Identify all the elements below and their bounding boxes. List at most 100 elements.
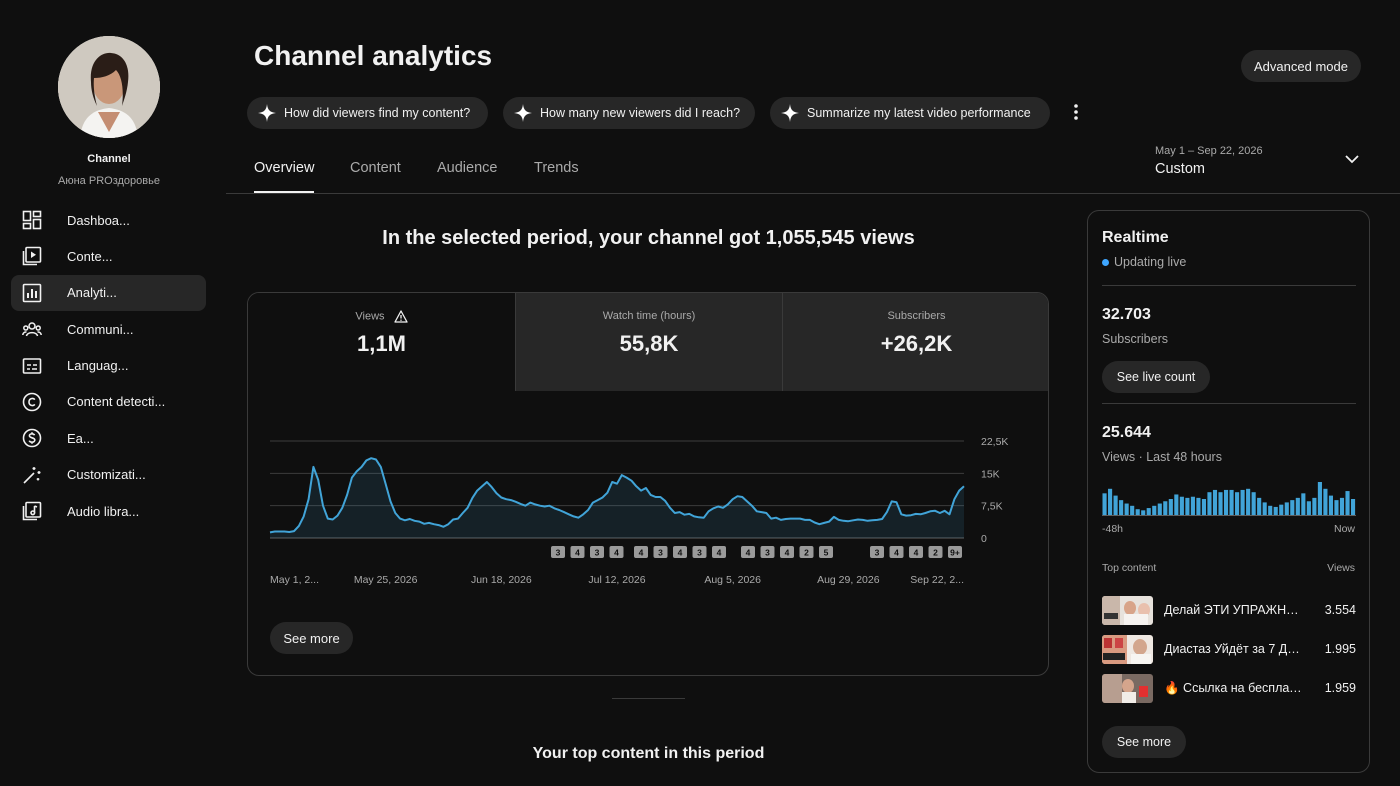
upload-marker[interactable] [634, 546, 648, 558]
realtime-bar[interactable] [1235, 492, 1240, 516]
upload-marker[interactable] [590, 546, 604, 558]
upload-marker[interactable] [780, 546, 794, 558]
upload-marker[interactable] [948, 546, 962, 558]
realtime-bar[interactable] [1196, 497, 1201, 516]
realtime-bar[interactable] [1273, 506, 1278, 516]
sidebar-item-community[interactable]: Communi... [11, 311, 206, 347]
channel-avatar[interactable] [58, 36, 160, 138]
realtime-bar[interactable] [1306, 501, 1311, 516]
realtime-bar[interactable] [1179, 496, 1184, 516]
top-content-views: 3.554 [1324, 603, 1356, 617]
sidebar-item-customization[interactable]: Customizati... [11, 457, 206, 493]
live-dot-icon [1102, 258, 1109, 266]
realtime-bar[interactable] [1168, 499, 1173, 516]
realtime-bar[interactable] [1223, 489, 1229, 516]
prompt-chip-summarize[interactable]: Summarize my latest video performance [770, 97, 1050, 129]
sidebar-item-audio-library[interactable]: Audio libra... [11, 493, 206, 529]
realtime-bar[interactable] [1135, 509, 1140, 516]
realtime-bar[interactable] [1218, 492, 1223, 516]
realtime-bar[interactable] [1108, 488, 1113, 516]
date-range-selector[interactable]: May 1 – Sep 22, 2026 Custom [1155, 145, 1365, 185]
realtime-bar[interactable] [1279, 504, 1284, 516]
realtime-bar[interactable] [1124, 503, 1129, 516]
metric-value: 1,1M [357, 331, 406, 356]
top-content-row[interactable]: 🔥 Ссылка на бесплатный 1.959 [1102, 674, 1356, 704]
realtime-bar[interactable] [1290, 500, 1295, 516]
realtime-bar[interactable] [1257, 497, 1262, 516]
upload-marker[interactable] [570, 546, 585, 558]
realtime-bar[interactable] [1207, 492, 1212, 516]
realtime-bar[interactable] [1157, 503, 1162, 516]
realtime-bar[interactable] [1212, 489, 1218, 516]
realtime-bar[interactable] [1284, 502, 1289, 516]
see-live-count-button[interactable]: See live count [1102, 361, 1210, 393]
upload-marker[interactable] [870, 546, 884, 558]
realtime-bar[interactable] [1317, 482, 1322, 516]
realtime-bar[interactable] [1174, 494, 1179, 516]
upload-marker[interactable] [799, 546, 814, 558]
realtime-bar[interactable] [1185, 497, 1190, 516]
realtime-bar[interactable] [1312, 497, 1317, 516]
realtime-bar[interactable] [1268, 505, 1273, 516]
realtime-bar[interactable] [1229, 489, 1234, 516]
tab-overview[interactable]: Overview [254, 160, 315, 176]
tab-trends[interactable]: Trends [534, 160, 579, 176]
metric-subscribers[interactable]: Subscribers +26,2K [782, 293, 1048, 391]
realtime-bar[interactable] [1262, 502, 1267, 516]
realtime-bar[interactable] [1251, 492, 1256, 516]
upload-marker[interactable] [551, 546, 565, 558]
sidebar-item-content[interactable]: Conte... [11, 238, 206, 274]
realtime-bar[interactable] [1334, 500, 1339, 516]
upload-marker[interactable] [909, 546, 923, 558]
sidebar-item-dashboard[interactable]: Dashboa... [11, 202, 206, 238]
upload-marker[interactable] [653, 546, 668, 558]
realtime-bar[interactable] [1102, 493, 1107, 516]
realtime-see-more-button[interactable]: See more [1102, 726, 1186, 758]
prompt-chip-new-viewers[interactable]: How many new viewers did I reach? [503, 97, 755, 129]
prompt-chip-find-content[interactable]: How did viewers find my content? [247, 97, 488, 129]
metric-watch-time[interactable]: Watch time (hours) 55,8K [515, 293, 782, 391]
metric-views[interactable]: Views 1,1M [248, 293, 515, 391]
upload-marker[interactable] [889, 546, 904, 558]
realtime-bar[interactable] [1301, 493, 1306, 516]
upload-marker[interactable] [928, 546, 943, 558]
realtime-divider [1102, 403, 1356, 404]
sidebar-item-content-detection[interactable]: Content detecti... [11, 384, 206, 420]
realtime-bar[interactable] [1339, 497, 1345, 516]
upload-marker[interactable] [819, 546, 833, 558]
upload-marker[interactable] [673, 546, 687, 558]
realtime-bar[interactable] [1163, 501, 1168, 516]
upload-marker[interactable] [609, 546, 624, 558]
upload-marker[interactable] [692, 546, 707, 558]
realtime-bar[interactable] [1246, 488, 1251, 516]
tab-content[interactable]: Content [350, 160, 401, 176]
realtime-bar[interactable] [1350, 499, 1356, 516]
realtime-bar[interactable] [1240, 489, 1245, 516]
top-content-row[interactable]: Диастаз Уйдёт за 7 Дней 1.995 [1102, 635, 1356, 665]
upload-marker[interactable] [741, 546, 755, 558]
tab-audience[interactable]: Audience [437, 160, 498, 176]
sidebar-item-languages[interactable]: Languag... [11, 348, 206, 384]
realtime-bar[interactable] [1345, 491, 1350, 516]
realtime-bar[interactable] [1323, 488, 1328, 516]
advanced-mode-button[interactable]: Advanced mode [1241, 50, 1361, 82]
top-content-row[interactable]: Делай ЭТИ УПРАЖНЕНИЯ 3.554 [1102, 596, 1356, 626]
upload-marker[interactable] [712, 546, 726, 558]
realtime-bar[interactable] [1190, 496, 1195, 516]
customization-icon [22, 465, 42, 485]
views-series-line[interactable] [269, 457, 965, 534]
realtime-bar[interactable] [1146, 508, 1151, 516]
realtime-bar[interactable] [1119, 500, 1124, 516]
sidebar-item-analytics[interactable]: Analyti... [11, 274, 206, 311]
realtime-bar[interactable] [1141, 510, 1146, 516]
see-more-button[interactable]: See more [270, 622, 353, 654]
realtime-bar[interactable] [1295, 497, 1300, 516]
realtime-bar[interactable] [1152, 505, 1157, 516]
realtime-bar[interactable] [1201, 499, 1207, 516]
realtime-bar[interactable] [1113, 495, 1118, 516]
sidebar-item-earn[interactable]: Ea... [11, 420, 206, 456]
realtime-bar[interactable] [1130, 505, 1135, 516]
upload-marker[interactable] [760, 546, 775, 558]
realtime-bar[interactable] [1328, 495, 1334, 516]
more-options-icon[interactable] [1066, 101, 1086, 123]
